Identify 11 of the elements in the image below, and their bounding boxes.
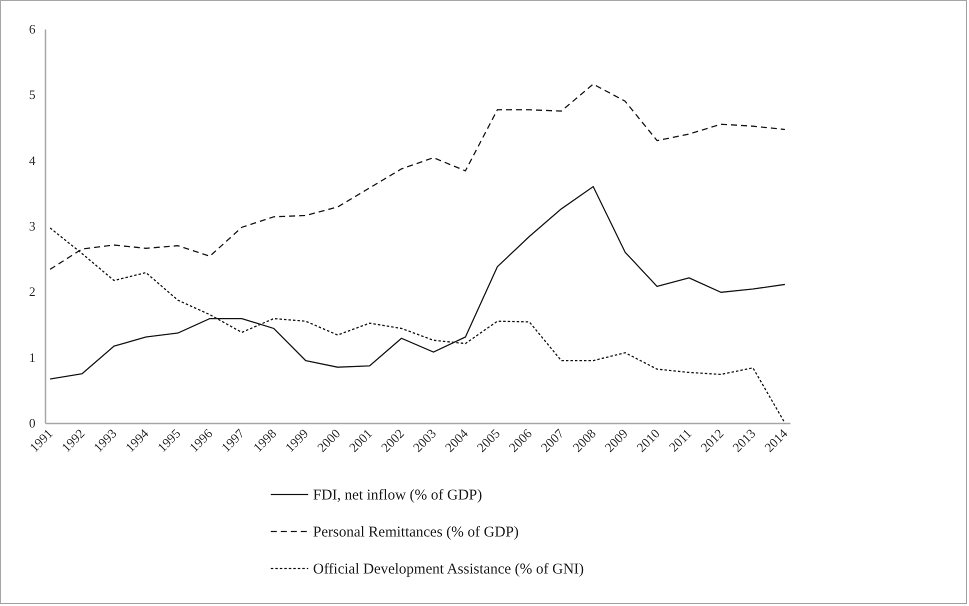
y-tick-label: 0 [29,416,36,430]
y-tick-label: 4 [29,152,36,168]
y-tick-label: 1 [29,350,36,365]
y-tick-label: 3 [29,218,36,234]
y-tick-label: 2 [29,284,36,300]
legend-label: FDI, net inflow (% of GDP) [313,488,482,504]
legend-label: Personal Remittances (% of GDP) [313,524,519,540]
x-tick-label: 2011 [666,426,694,455]
y-tick-label: 5 [29,87,36,102]
legend-label: Official Development Assistance (% of GNI) [313,562,584,578]
y-tick-label: 6 [29,22,36,36]
